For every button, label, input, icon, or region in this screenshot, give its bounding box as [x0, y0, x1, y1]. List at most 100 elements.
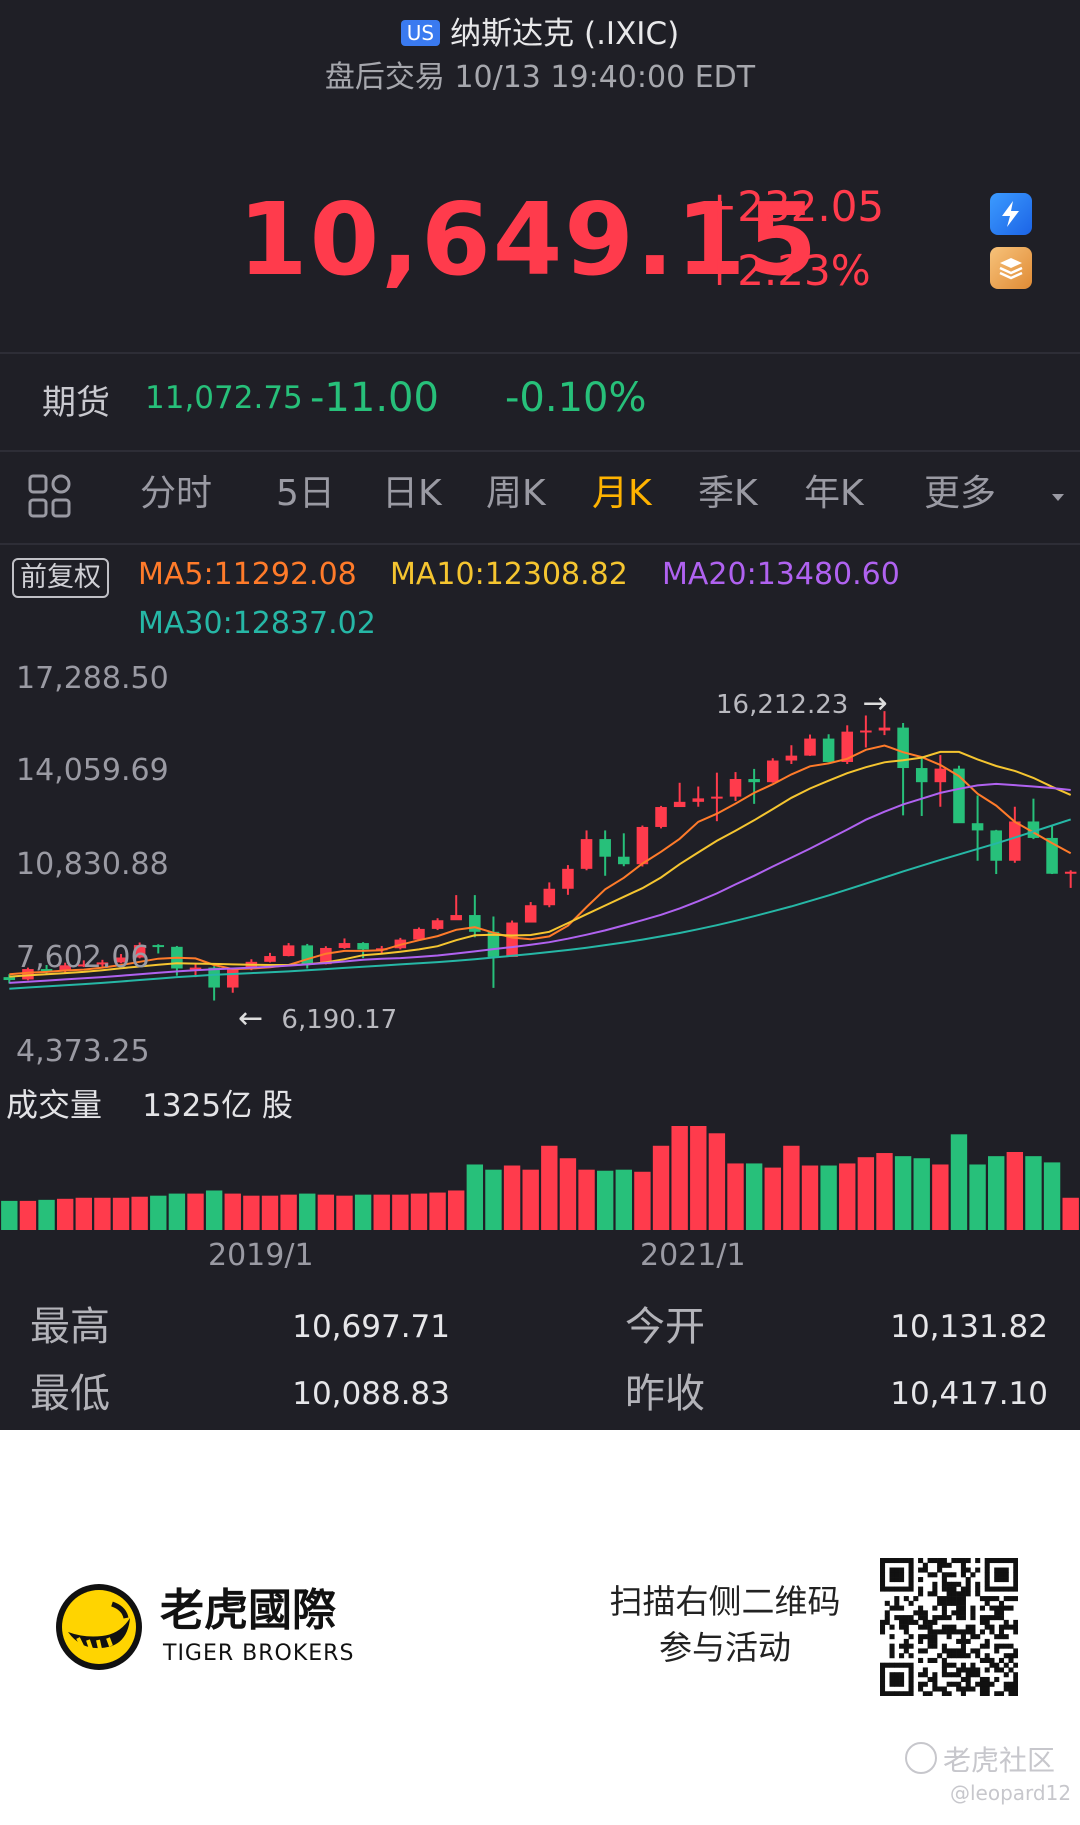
qr-module	[994, 1615, 999, 1620]
qr-module	[923, 1634, 928, 1639]
qr-module	[994, 1663, 999, 1668]
qr-module	[932, 1620, 937, 1625]
qr-module	[966, 1686, 971, 1691]
futures-price: 11,072.75	[145, 380, 303, 416]
volume-bar	[1062, 1198, 1078, 1230]
qr-module	[1004, 1653, 1009, 1658]
qr-module	[947, 1634, 952, 1639]
qr-module	[909, 1653, 914, 1658]
qr-module	[985, 1558, 990, 1563]
qr-module	[966, 1639, 971, 1644]
qr-module	[989, 1596, 994, 1601]
qr-module	[1004, 1682, 1009, 1687]
volume-bar	[671, 1126, 687, 1230]
qr-module	[951, 1663, 956, 1668]
qr-module	[999, 1568, 1004, 1573]
qr-module	[985, 1639, 990, 1644]
ma5-value: MA5:11292.08	[138, 555, 357, 595]
tab-monthly-k[interactable]: 月K	[592, 470, 652, 518]
tab-daily-k[interactable]: 日K	[382, 470, 442, 518]
period-low-value: 6,190.17	[281, 1005, 397, 1035]
volume-bar	[206, 1190, 222, 1230]
qr-module	[899, 1663, 904, 1668]
y-axis-label: 17,288.50	[16, 661, 169, 697]
qr-module	[928, 1634, 933, 1639]
tab-weekly-k[interactable]: 周K	[486, 470, 546, 518]
qr-module	[1013, 1625, 1018, 1630]
qr-module	[1008, 1587, 1013, 1592]
qr-module	[975, 1591, 980, 1596]
qr-module	[961, 1634, 966, 1639]
qr-module	[947, 1653, 952, 1658]
qr-module	[956, 1601, 961, 1606]
qr-module	[880, 1558, 885, 1563]
qr-module	[999, 1601, 1004, 1606]
grid-icon[interactable]	[28, 474, 72, 518]
qr-module	[937, 1686, 942, 1691]
y-axis-label: 10,830.88	[16, 847, 169, 883]
qr-module	[928, 1591, 933, 1596]
volume-bar	[969, 1164, 985, 1230]
chevron-down-icon[interactable]	[1050, 492, 1066, 504]
qr-module	[994, 1691, 999, 1696]
qr-module	[994, 1634, 999, 1639]
qr-module	[880, 1577, 885, 1582]
qr-module	[942, 1601, 947, 1606]
lightning-icon[interactable]	[990, 193, 1032, 235]
qr-module	[951, 1596, 956, 1601]
candle	[227, 968, 239, 993]
qr-module	[947, 1682, 952, 1687]
volume-bar	[411, 1194, 427, 1230]
volume-bar	[38, 1200, 54, 1230]
qr-module	[989, 1587, 994, 1592]
qr-module	[942, 1625, 947, 1630]
qr-module	[923, 1625, 928, 1630]
qr-module	[966, 1587, 971, 1592]
qr-module	[937, 1568, 942, 1573]
qr-module	[932, 1572, 937, 1577]
tab-more[interactable]: 更多	[924, 470, 996, 518]
layers-icon[interactable]	[990, 247, 1032, 289]
candle-body	[153, 945, 165, 947]
volume-bar	[597, 1171, 613, 1230]
qr-module	[899, 1587, 904, 1592]
qr-module	[942, 1691, 947, 1696]
qr-module	[880, 1629, 885, 1634]
qr-module	[947, 1591, 952, 1596]
qr-module	[947, 1629, 952, 1634]
volume-bar	[299, 1194, 315, 1230]
volume-bar	[560, 1158, 576, 1230]
tab-quarterly-k[interactable]: 季K	[698, 470, 758, 518]
candle	[469, 895, 481, 937]
volume-bar	[355, 1195, 371, 1230]
qr-module	[951, 1625, 956, 1630]
qr-module	[994, 1606, 999, 1611]
qr-module	[890, 1663, 895, 1668]
qr-module	[890, 1691, 895, 1696]
volume-chart[interactable]	[0, 1120, 1080, 1230]
qr-module	[918, 1682, 923, 1687]
volume-bar	[429, 1193, 445, 1230]
qr-module	[937, 1629, 942, 1634]
tab-yearly-k[interactable]: 年K	[804, 470, 864, 518]
qr-module	[947, 1596, 952, 1601]
qr-module	[909, 1587, 914, 1592]
tab-5-day[interactable]: 5日	[276, 470, 335, 518]
qr-module	[985, 1572, 990, 1577]
candle-body	[544, 889, 556, 905]
qr-code[interactable]	[880, 1558, 1018, 1696]
arrow-left-icon: ←	[238, 1001, 263, 1036]
candle-body	[339, 943, 351, 948]
price-adjust-button[interactable]: 前复权	[12, 558, 109, 598]
candle	[562, 865, 574, 895]
x-axis-label: 2021/1	[640, 1238, 746, 1274]
price-change-percent: +2.23%	[702, 246, 871, 296]
tab-intraday[interactable]: 分时	[140, 470, 212, 518]
price-change: +232.05	[702, 182, 884, 232]
qr-module	[999, 1625, 1004, 1630]
qr-module	[985, 1691, 990, 1696]
qr-module	[909, 1672, 914, 1677]
qr-module	[932, 1644, 937, 1649]
qr-module	[975, 1568, 980, 1573]
candle	[655, 806, 667, 829]
